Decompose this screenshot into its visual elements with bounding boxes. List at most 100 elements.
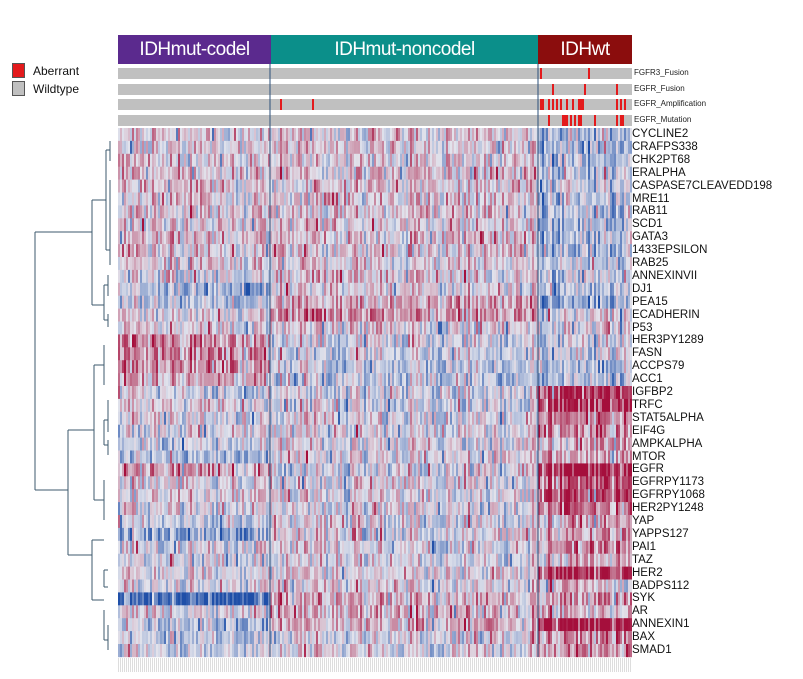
heatmap-cell: [288, 295, 290, 309]
heatmap-cell: [576, 321, 578, 335]
heatmap-cell: [530, 192, 532, 206]
heatmap-cell: [122, 166, 124, 180]
heatmap-cell: [202, 166, 204, 180]
heatmap-cell: [602, 231, 604, 245]
heatmap-cell: [126, 269, 128, 284]
heatmap-cell: [296, 166, 298, 180]
heatmap-cell: [230, 257, 232, 271]
heatmap-cell: [352, 321, 354, 335]
heatmap-cell: [210, 166, 212, 180]
heatmap-cell: [154, 128, 156, 142]
heatmap-cell: [250, 347, 252, 361]
heatmap-cell: [154, 140, 156, 155]
heatmap-cell: [156, 257, 158, 271]
heatmap-cell: [176, 282, 178, 296]
heatmap-cell: [522, 282, 524, 296]
heatmap-cell: [272, 295, 274, 309]
heatmap-cell: [438, 179, 440, 193]
heatmap-cell: [142, 360, 144, 374]
heatmap-cell: [542, 321, 544, 335]
heatmap-cell: [458, 360, 460, 374]
heatmap-cell: [308, 166, 310, 180]
heatmap-cell: [356, 128, 358, 142]
heatmap-cell: [274, 192, 276, 206]
heatmap-cell: [626, 166, 628, 180]
heatmap-cell: [240, 128, 242, 142]
heatmap-cell: [378, 295, 380, 309]
heatmap-cell: [404, 244, 406, 258]
heatmap-cell: [420, 244, 422, 258]
heatmap-cell: [260, 360, 262, 374]
heatmap-cell: [132, 166, 134, 180]
heatmap-cell: [138, 334, 140, 348]
heatmap-cell: [624, 153, 626, 167]
heatmap-cell: [544, 321, 546, 335]
heatmap-cell: [218, 128, 220, 142]
heatmap-cell: [168, 257, 170, 271]
heatmap-cell: [136, 295, 138, 309]
heatmap-cell: [334, 257, 336, 271]
heatmap-cell: [156, 218, 158, 232]
heatmap-cell: [260, 282, 262, 296]
heatmap-cell: [456, 192, 458, 206]
heatmap-cell: [620, 128, 622, 142]
heatmap-cell: [626, 360, 628, 374]
heatmap-cell: [332, 347, 334, 361]
heatmap-cell: [232, 244, 234, 258]
heatmap-cell: [318, 269, 320, 284]
heatmap-cell: [220, 347, 222, 361]
heatmap-cell: [442, 128, 444, 142]
heatmap-cell: [244, 347, 246, 361]
heatmap-cell: [350, 218, 352, 232]
heatmap-cell: [406, 231, 408, 245]
heatmap-cell: [290, 140, 292, 155]
heatmap-cell: [144, 321, 146, 335]
heatmap-cell: [324, 244, 326, 258]
heatmap-cell: [128, 295, 130, 309]
heatmap-cell: [282, 192, 284, 206]
heatmap-cell: [390, 321, 392, 335]
heatmap-cell: [356, 282, 358, 296]
heatmap-cell: [548, 321, 550, 335]
heatmap-cell: [444, 334, 446, 348]
heatmap-cell: [246, 269, 248, 284]
heatmap-cell: [226, 166, 228, 180]
heatmap-cell: [262, 321, 264, 335]
heatmap-cell: [124, 231, 126, 245]
heatmap-cell: [206, 295, 208, 309]
heatmap-cell: [322, 360, 324, 374]
heatmap-cell: [232, 218, 234, 232]
heatmap-cell: [140, 231, 142, 245]
heatmap-cell: [182, 360, 184, 374]
heatmap-cell: [292, 205, 294, 219]
heatmap-cell: [484, 269, 486, 284]
heatmap-cell: [252, 140, 254, 155]
heatmap-cell: [262, 334, 264, 348]
heatmap-cell: [416, 179, 418, 193]
heatmap-cell: [188, 166, 190, 180]
heatmap-cell: [220, 192, 222, 206]
heatmap-cell: [446, 231, 448, 245]
heatmap-cell: [130, 205, 132, 219]
heatmap-cell: [580, 192, 582, 206]
heatmap-cell: [146, 244, 148, 258]
heatmap-cell: [310, 128, 312, 142]
heatmap-cell: [272, 321, 274, 335]
heatmap-cell: [346, 282, 348, 296]
heatmap-cell: [590, 334, 592, 348]
heatmap-cell: [272, 166, 274, 180]
heatmap-cell: [460, 140, 462, 155]
heatmap-cell: [330, 321, 332, 335]
heatmap-cell: [458, 218, 460, 232]
heatmap-cell: [514, 360, 516, 374]
heatmap-cell: [202, 282, 204, 296]
heatmap-cell: [564, 334, 566, 348]
heatmap-cell: [336, 282, 338, 296]
heatmap-cell: [460, 128, 462, 142]
heatmap-cell: [152, 295, 154, 309]
heatmap-cell: [218, 153, 220, 167]
heatmap-cell: [518, 244, 520, 258]
heatmap-cell: [184, 269, 186, 284]
heatmap-cell: [224, 295, 226, 309]
heatmap-cell: [356, 347, 358, 361]
